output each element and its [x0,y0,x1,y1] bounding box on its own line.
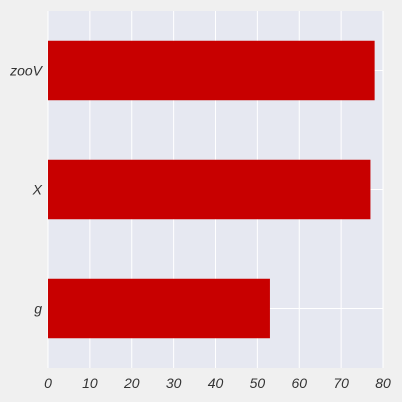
category-label: X [32,182,43,198]
bar-g [48,278,270,339]
x-tick-label: 80 [375,375,391,391]
category-label: g [34,301,42,317]
x-tick-label: 50 [250,375,266,391]
category-label: zooV [9,63,44,79]
x-tick-label: 60 [291,375,307,391]
bars [48,40,375,339]
bar-zooV [48,40,375,101]
x-tick-label: 0 [44,375,52,391]
x-tick-label: 10 [82,375,98,391]
bar-X [48,159,371,220]
x-axis-ticks: 0 10 20 30 40 50 60 70 80 [44,375,391,391]
x-tick-label: 40 [208,375,224,391]
x-tick-label: 20 [123,375,140,391]
x-tick-label: 30 [166,375,182,391]
x-tick-label: 70 [333,375,349,391]
